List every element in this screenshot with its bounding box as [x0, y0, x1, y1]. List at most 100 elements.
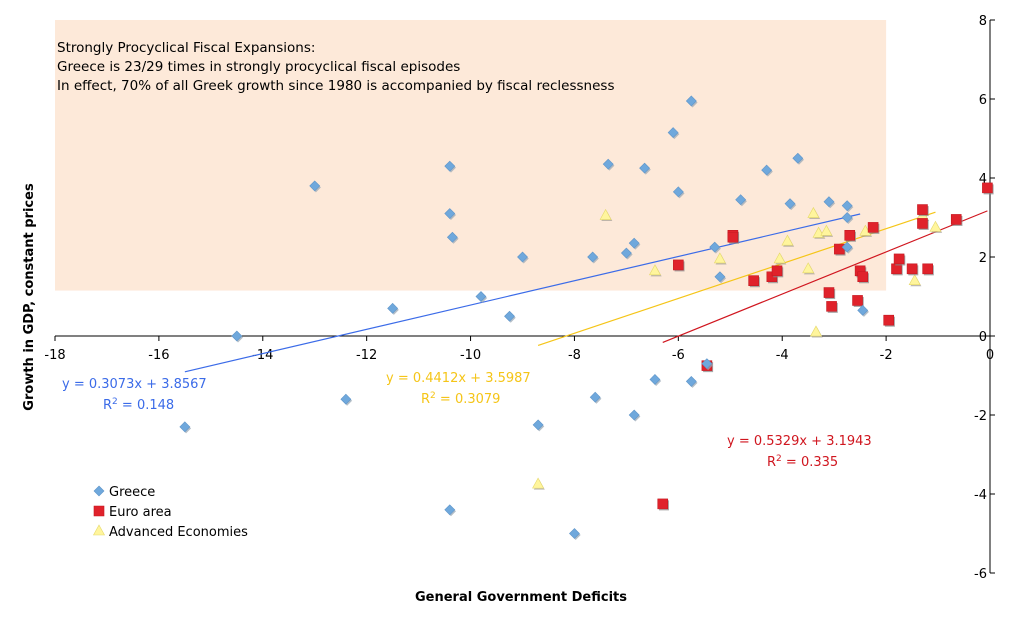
point-greece — [761, 164, 773, 177]
r2-advanced: R2 = 0.3079 — [421, 391, 500, 407]
point-advanced-economies — [648, 264, 662, 277]
trendline-greece — [184, 213, 861, 373]
legend-label-greece: Greece — [109, 485, 155, 500]
point-greece — [709, 241, 721, 254]
point-greece — [628, 237, 641, 250]
trendline-label-advanced: y = 0.4412x + 3.5987 R2 = 0.3079 — [386, 371, 531, 407]
point-euro-area — [982, 182, 994, 195]
x-tick-label: -4 — [776, 348, 789, 363]
equation-greece: y = 0.3073x + 3.8567 — [62, 377, 207, 392]
point-greece — [589, 391, 602, 404]
point-greece — [179, 421, 192, 434]
point-greece — [444, 504, 456, 517]
point-greece — [857, 304, 869, 317]
legend: Greece Euro area Advanced Economies — [92, 485, 248, 540]
point-greece — [444, 208, 456, 221]
legend-item-euro: Euro area — [93, 505, 172, 520]
x-tick-label: -16 — [148, 348, 169, 363]
point-greece — [628, 409, 641, 422]
point-euro-area — [883, 314, 895, 327]
point-greece — [701, 358, 714, 371]
point-euro-area — [823, 287, 836, 300]
y-tick-label: 4 — [979, 172, 987, 187]
point-advanced-economies — [599, 208, 613, 222]
point-euro-area — [857, 271, 869, 284]
point-greece — [504, 310, 516, 323]
point-greece — [784, 198, 797, 211]
point-euro-area — [844, 229, 856, 242]
legend-item-greece: Greece — [93, 485, 155, 500]
point-greece — [602, 158, 615, 171]
legend-item-advanced: Advanced Economies — [92, 524, 248, 540]
r2-greece: R2 = 0.148 — [103, 397, 174, 413]
y-tick-label: -4 — [974, 488, 987, 503]
equation-euro: y = 0.5329x + 3.1943 — [727, 434, 872, 449]
y-tick-label: 6 — [979, 93, 987, 108]
point-greece — [587, 251, 599, 264]
point-euro-area — [891, 263, 903, 276]
point-greece — [823, 196, 836, 209]
legend-marker-advanced — [92, 524, 106, 536]
point-advanced-economies — [773, 252, 787, 265]
point-greece — [841, 212, 854, 224]
point-greece — [685, 95, 698, 108]
point-greece — [685, 376, 698, 388]
point-euro-area — [906, 263, 919, 276]
point-greece — [672, 186, 685, 199]
point-greece — [667, 127, 680, 140]
legend-label-euro: Euro area — [109, 505, 172, 520]
point-euro-area — [673, 259, 685, 272]
r2-euro: R2 = 0.335 — [767, 454, 838, 470]
point-greece — [620, 247, 633, 260]
x-tick-label: -18 — [44, 348, 65, 363]
procyclical-region — [55, 20, 887, 291]
point-greece — [340, 393, 353, 406]
equation-advanced: y = 0.4412x + 3.5987 — [386, 371, 531, 386]
point-euro-area — [852, 295, 864, 307]
x-tick-label: -8 — [568, 348, 581, 363]
y-tick-label: 2 — [979, 251, 987, 266]
point-greece — [792, 152, 805, 165]
point-greece — [231, 330, 244, 343]
y-axis-title: Growth in GDP, constant prices — [22, 183, 37, 411]
point-advanced-economies — [929, 220, 943, 233]
point-euro-area — [748, 275, 760, 288]
point-advanced-economies — [908, 274, 922, 287]
annotation-line-2: Greece is 23/29 times in strongly procyc… — [57, 59, 460, 75]
y-tick-label: -2 — [974, 409, 987, 424]
point-advanced-economies — [809, 325, 823, 338]
point-euro-area — [771, 265, 784, 278]
y-tick-label: -6 — [974, 567, 987, 582]
point-greece — [639, 162, 651, 175]
point-advanced-economies — [713, 252, 727, 265]
point-euro-area — [826, 301, 838, 313]
point-euro-area — [922, 263, 934, 276]
point-euro-area — [657, 498, 669, 511]
point-euro-area — [917, 218, 929, 230]
point-euro-area — [727, 231, 740, 244]
point-greece — [569, 528, 581, 540]
point-advanced-economies — [532, 477, 545, 490]
point-greece — [841, 200, 854, 213]
x-tick-label: -2 — [880, 348, 893, 363]
x-axis-title: General Government Deficits — [415, 590, 627, 605]
point-greece — [714, 271, 727, 284]
legend-label-advanced: Advanced Economies — [109, 525, 248, 540]
point-euro-area — [950, 214, 963, 226]
point-greece — [309, 180, 321, 193]
data-points — [179, 95, 994, 540]
point-euro-area — [917, 204, 929, 217]
point-greece — [532, 419, 545, 432]
point-euro-area — [867, 222, 880, 234]
x-tick-label: 0 — [986, 348, 994, 363]
point-advanced-economies — [781, 234, 795, 247]
point-greece — [735, 194, 747, 207]
y-tick-label: 8 — [979, 14, 987, 29]
legend-marker-euro — [93, 505, 105, 517]
annotation-box: Strongly Procyclical Fiscal Expansions: … — [57, 40, 615, 94]
point-greece — [475, 291, 488, 303]
x-tick-label: -10 — [460, 348, 481, 363]
trendline-label-euro: y = 0.5329x + 3.1943 R2 = 0.335 — [727, 434, 872, 470]
annotation-line-3: In effect, 70% of all Greek growth since… — [57, 78, 615, 94]
